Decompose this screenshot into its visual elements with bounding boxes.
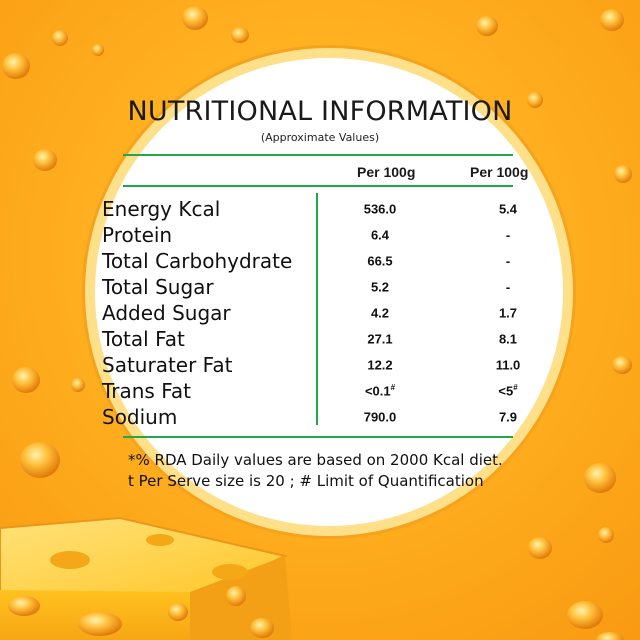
nutrient-name: Added Sugar	[102, 301, 231, 325]
table-row: Protein 6.4 -	[0, 223, 640, 249]
page-title: NUTRITIONAL INFORMATION	[127, 96, 513, 127]
table-row: Energy Kcal 536.0 5.4	[0, 197, 640, 223]
value-per-100g-2: -	[505, 279, 511, 295]
value-per-100g-2: -	[505, 253, 511, 269]
table-row: Added Sugar 4.2 1.7	[0, 301, 640, 327]
value-per-100g: 6.4	[370, 227, 390, 243]
label-panel	[95, 58, 563, 526]
cheese-block-icon	[0, 516, 292, 640]
nutrient-name: Total Carbohydrate	[102, 249, 293, 273]
table-row: Total Carbohydrate 66.5 -	[0, 249, 640, 275]
value-per-100g-2: <5#	[498, 383, 518, 399]
value-per-100g-2: 11.0	[495, 357, 521, 373]
footnote-serve-size: t Per Serve size is 20 ; # Limit of Quan…	[128, 472, 484, 490]
value-per-100g-2: -	[505, 227, 511, 243]
value-per-100g: 12.2	[367, 357, 393, 373]
subtitle: (Approximate Values)	[260, 131, 380, 144]
value-per-100g: 4.2	[370, 305, 390, 321]
value-per-100g: 5.2	[370, 279, 390, 295]
value-per-100g-2: 8.1	[498, 331, 518, 347]
value-per-100g: 27.1	[367, 331, 393, 347]
nutrient-name: Protein	[102, 223, 173, 247]
nutrient-name: Total Fat	[102, 327, 185, 351]
nutrient-name: Total Sugar	[102, 275, 214, 299]
cheese-hole-icon	[2, 6, 632, 640]
column-divider	[316, 193, 318, 425]
value-per-100g: 66.5	[367, 253, 393, 269]
value-per-100g: 536.0	[363, 201, 397, 217]
column-header-1: Per 100g	[357, 164, 416, 180]
value-per-100g-2: 7.9	[498, 409, 518, 425]
value-per-100g-2: 1.7	[498, 305, 518, 321]
divider-top	[123, 154, 513, 156]
value-per-100g: <0.1#	[364, 383, 396, 399]
value-per-100g-2: 5.4	[498, 201, 518, 217]
nutrient-name: Sodium	[102, 405, 178, 429]
footnote-rda: *% RDA Daily values are based on 2000 Kc…	[128, 451, 503, 469]
table-row: Sodium 790.0 7.9	[0, 405, 640, 431]
table-row: Total Fat 27.1 8.1	[0, 327, 640, 353]
table-row: Trans Fat <0.1# <5#	[0, 379, 640, 405]
column-header-2: Per 100g	[470, 164, 529, 180]
nutrient-name: Energy Kcal	[102, 197, 221, 221]
table-row: Saturater Fat 12.2 11.0	[0, 353, 640, 379]
nutrient-name: Saturater Fat	[102, 353, 233, 377]
value-per-100g: 790.0	[363, 409, 397, 425]
nutrient-name: Trans Fat	[102, 379, 191, 403]
divider-header	[123, 185, 513, 187]
table-row: Total Sugar 5.2 -	[0, 275, 640, 301]
divider-bottom	[123, 436, 513, 438]
